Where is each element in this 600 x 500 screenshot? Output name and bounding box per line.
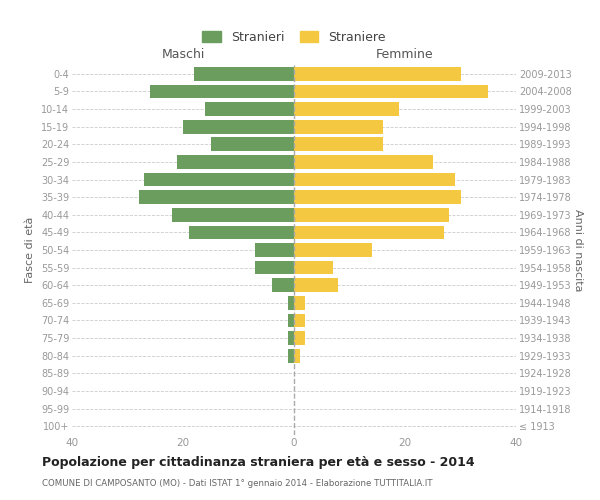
Bar	[289, 296, 294, 310]
Bar	[294, 138, 383, 151]
Bar	[294, 208, 449, 222]
Text: Popolazione per cittadinanza straniera per età e sesso - 2014: Popolazione per cittadinanza straniera p…	[42, 456, 475, 469]
Bar	[172, 208, 294, 222]
Bar	[294, 331, 305, 345]
Bar	[294, 84, 488, 98]
Bar	[294, 67, 461, 80]
Bar	[289, 349, 294, 362]
Bar	[211, 138, 294, 151]
Text: COMUNE DI CAMPOSANTO (MO) - Dati ISTAT 1° gennaio 2014 - Elaborazione TUTTITALIA: COMUNE DI CAMPOSANTO (MO) - Dati ISTAT 1…	[42, 480, 433, 488]
Bar	[178, 155, 294, 169]
Bar	[294, 226, 444, 239]
Bar	[289, 331, 294, 345]
Bar	[255, 260, 294, 274]
Bar	[294, 243, 372, 257]
Bar	[294, 314, 305, 328]
Bar	[188, 226, 294, 239]
Bar	[272, 278, 294, 292]
Bar	[294, 190, 461, 204]
Bar	[144, 172, 294, 186]
Bar	[294, 102, 400, 116]
Bar	[294, 278, 338, 292]
Bar	[205, 102, 294, 116]
Legend: Stranieri, Straniere: Stranieri, Straniere	[199, 27, 389, 48]
Text: Maschi: Maschi	[161, 48, 205, 62]
Bar	[139, 190, 294, 204]
Bar	[294, 260, 333, 274]
Text: Femmine: Femmine	[376, 48, 434, 62]
Bar	[294, 296, 305, 310]
Bar	[183, 120, 294, 134]
Bar	[294, 155, 433, 169]
Bar	[294, 120, 383, 134]
Y-axis label: Anni di nascita: Anni di nascita	[572, 209, 583, 291]
Bar	[150, 84, 294, 98]
Bar	[289, 314, 294, 328]
Bar	[194, 67, 294, 80]
Bar	[294, 349, 299, 362]
Bar	[255, 243, 294, 257]
Bar	[294, 172, 455, 186]
Y-axis label: Fasce di età: Fasce di età	[25, 217, 35, 283]
